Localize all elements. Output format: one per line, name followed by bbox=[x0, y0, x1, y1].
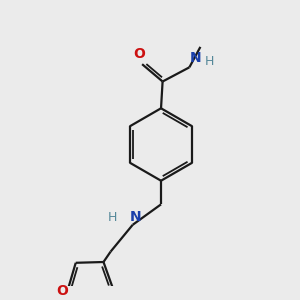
Text: N: N bbox=[130, 210, 141, 224]
Text: H: H bbox=[205, 55, 214, 68]
Text: H: H bbox=[108, 211, 118, 224]
Text: N: N bbox=[190, 52, 202, 65]
Text: O: O bbox=[134, 47, 146, 61]
Text: O: O bbox=[57, 284, 68, 298]
